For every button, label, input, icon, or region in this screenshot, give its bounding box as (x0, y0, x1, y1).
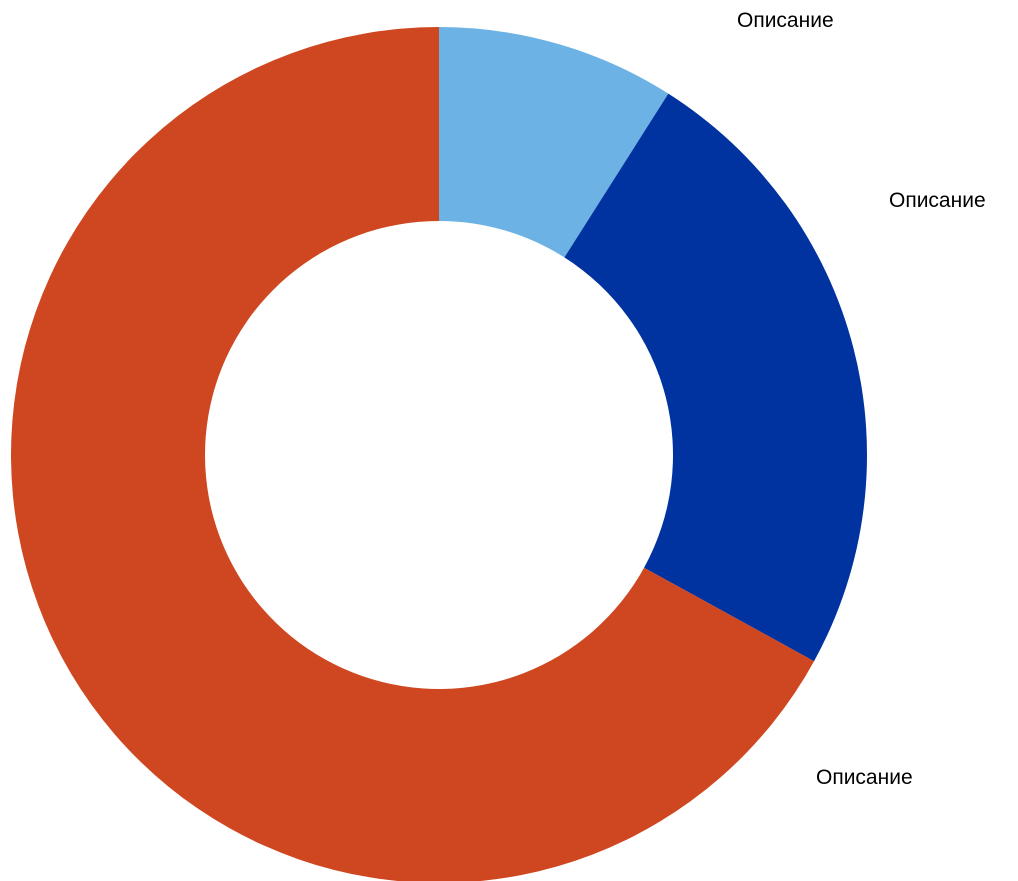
slice-label-3: Описание (816, 766, 913, 789)
slice-label-2: Описание (889, 189, 986, 212)
slice-label-1: Описание (737, 9, 834, 32)
donut-slice-3 (11, 27, 815, 881)
donut-slice-1 (439, 27, 669, 258)
slices-group (11, 27, 867, 881)
donut-slice-2 (564, 93, 867, 662)
